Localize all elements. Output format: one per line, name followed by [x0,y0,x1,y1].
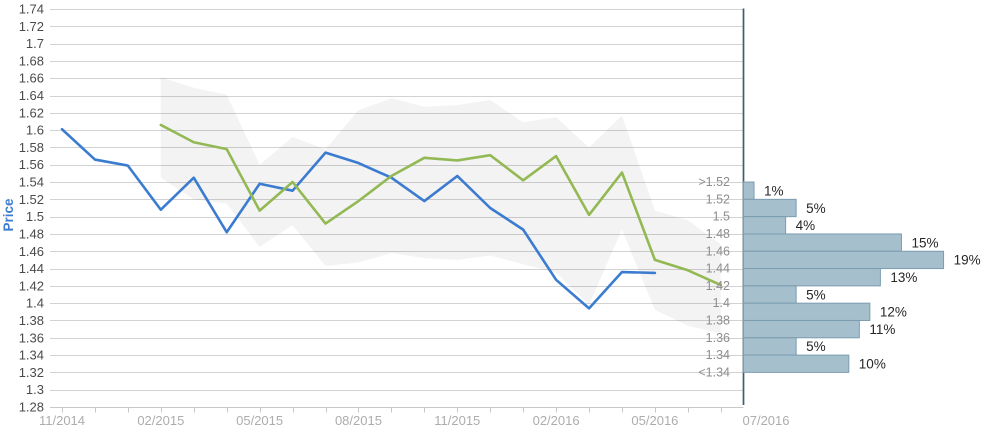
y-tick-label: 1.72 [19,19,44,34]
y-tick-label: 1.7 [26,36,44,51]
bin-edge-label: 1.44 [706,262,730,276]
bin-edge-label: 1.4 [713,296,730,310]
histogram-bar [743,302,871,321]
forecast-line [159,123,723,287]
y-tick-label: 1.52 [19,192,44,207]
bin-edge-label: 1.48 [706,227,730,241]
histogram-bar [743,354,850,373]
y-tick-label: 1.6 [26,123,44,138]
histogram-bar [743,337,797,356]
bin-edge-label: 1.42 [706,279,730,293]
x-tick-label: 02/2016 [533,413,580,428]
histogram-bar [743,268,881,287]
x-tick-label: 07/2016 [743,413,790,428]
histogram-pct-label: 19% [954,253,981,268]
y-tick-label: 1.42 [19,278,44,293]
histogram-pct-label: 12% [880,305,907,320]
histogram-pct-label: 4% [796,218,816,233]
histogram-pct-label: 10% [859,357,886,372]
x-tick-label: 02/2015 [137,413,184,428]
bin-edge-label: 1.46 [706,244,730,258]
histogram-bar [743,233,902,252]
y-axis-title: Price [1,198,16,232]
bin-edge-label: 1.34 [706,348,730,362]
bin-edge-label: 1.5 [713,210,730,224]
bin-edge-label: 1.52 [706,192,730,206]
bin-edge-label: 1.36 [706,331,730,345]
y-tick-label: 1.44 [19,261,44,276]
y-tick-label: 1.62 [19,105,44,120]
x-tick-label: 11/2014 [39,413,85,428]
y-tick-label: 1.38 [19,313,44,328]
y-tick-label: 1.4 [26,296,44,311]
histogram-bar [743,198,797,218]
histogram-bar [743,285,797,304]
bin-edge-label: <1.34 [698,365,730,379]
y-tick-label: 1.28 [19,399,44,414]
y-tick-label: 1.58 [19,140,44,155]
y-tick-label: 1.3 [26,382,44,397]
histogram-pct-label: 13% [890,270,917,285]
y-tick-label: 1.48 [19,226,44,241]
x-tick-label: 05/2015 [236,413,283,428]
bin-edge-label: 1.38 [706,313,730,327]
histogram-bar [743,181,755,200]
x-tick-label: 11/2015 [434,413,480,428]
y-tick-label: 1.5 [26,209,44,224]
y-tick-label: 1.56 [19,157,44,172]
y-tick-label: 1.64 [19,88,44,103]
y-tick-label: 1.68 [19,53,44,68]
price-history-line [60,127,657,310]
y-tick-label: 1.54 [19,175,44,190]
y-tick-label: 1.34 [19,348,44,363]
histogram-pct-label: 5% [806,287,826,302]
histogram-pct-label: 15% [911,235,938,250]
histogram-bar [743,250,945,270]
histogram-pct-label: 5% [806,339,826,354]
histogram-pct-label: 5% [806,201,826,216]
histogram-bar [743,216,787,235]
y-tick-label: 1.74 [19,2,44,17]
confidence-band [160,77,721,334]
y-tick-label: 1.66 [19,71,44,86]
histogram-pct-label: 1% [764,183,784,198]
x-tick-label: 05/2016 [631,413,678,428]
bin-edge-label: >1.52 [698,175,730,189]
x-tick-label: 08/2015 [335,413,382,428]
y-tick-label: 1.32 [19,365,44,380]
y-tick-label: 1.36 [19,330,44,345]
y-tick-label: 1.46 [19,244,44,259]
histogram-pct-label: 11% [869,322,895,337]
histogram-bar [743,319,860,339]
